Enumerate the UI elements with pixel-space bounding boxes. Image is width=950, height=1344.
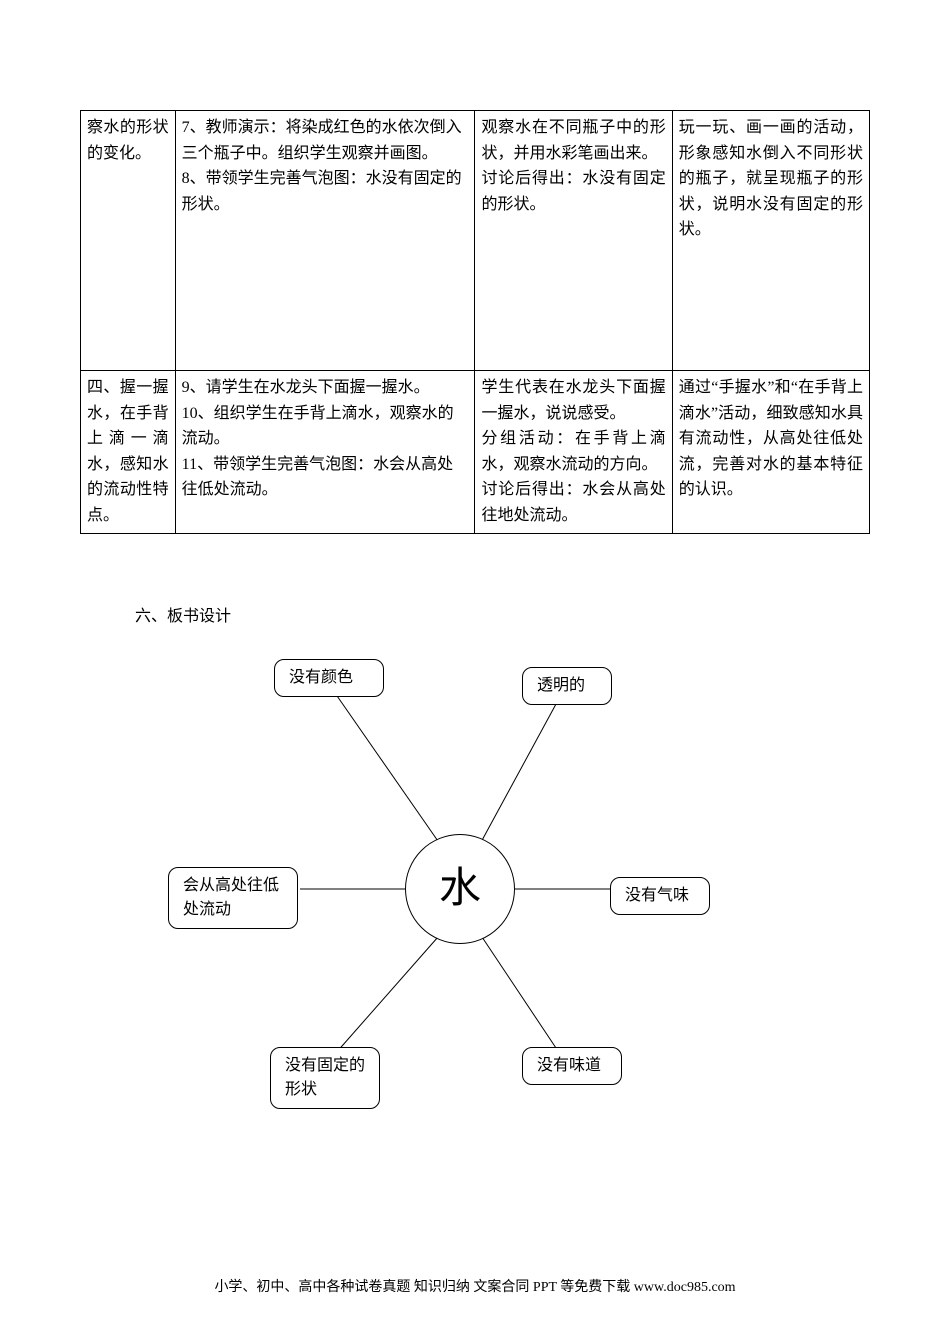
- cell: 四、握一握水，在手背上滴一滴水，感知水的流动性特点。: [81, 371, 176, 534]
- node-no-smell: 没有气味: [610, 877, 710, 915]
- node-label: 没有味道: [537, 1057, 601, 1074]
- lesson-table: 察水的形状的变化。 7、教师演示：将染成红色的水依次倒入三个瓶子中。组织学生观察…: [80, 110, 870, 534]
- node-label: 没有气味: [625, 887, 689, 904]
- cell: 学生代表在水龙头下面握一握水，说说感受。分组活动：在手背上滴水，观察水流动的方向…: [475, 371, 672, 534]
- cell: 观察水在不同瓶子中的形状，并用水彩笔画出来。讨论后得出：水没有固定的形状。: [475, 111, 672, 371]
- node-flow: 会从高处往低处流动: [168, 867, 298, 929]
- cell: 察水的形状的变化。: [81, 111, 176, 371]
- table-row: 四、握一握水，在手背上滴一滴水，感知水的流动性特点。 9、请学生在水龙头下面握一…: [81, 371, 870, 534]
- cell: 通过“手握水”和“在手背上滴水”活动，细致感知水具有流动性，从高处往低处流，完善…: [672, 371, 869, 534]
- cell: 9、请学生在水龙头下面握一握水。10、组织学生在手背上滴水，观察水的流动。11、…: [175, 371, 475, 534]
- center-label: 水: [439, 856, 481, 923]
- page-footer: 小学、初中、高中各种试卷真题 知识归纳 文案合同 PPT 等免费下载 www.d…: [80, 1277, 870, 1299]
- table-row: 察水的形状的变化。 7、教师演示：将染成红色的水依次倒入三个瓶子中。组织学生观察…: [81, 111, 870, 371]
- bubble-diagram: 水 没有颜色 透明的 会从高处往低处流动 没有气味 没有固定的形状 没有味道: [140, 649, 740, 1119]
- center-node: 水: [405, 834, 515, 944]
- node-label: 没有固定的形状: [285, 1057, 365, 1098]
- node-label: 透明的: [537, 677, 585, 694]
- node-no-color: 没有颜色: [274, 659, 384, 697]
- section-title: 六、板书设计: [135, 604, 870, 630]
- node-label: 会从高处往低处流动: [183, 877, 279, 918]
- cell: 玩一玩、画一画的活动，形象感知水倒入不同形状的瓶子，就呈现瓶子的形状，说明水没有…: [672, 111, 869, 371]
- node-transparent: 透明的: [522, 667, 612, 705]
- cell: 7、教师演示：将染成红色的水依次倒入三个瓶子中。组织学生观察并画图。8、带领学生…: [175, 111, 475, 371]
- node-no-shape: 没有固定的形状: [270, 1047, 380, 1109]
- node-no-taste: 没有味道: [522, 1047, 622, 1085]
- node-label: 没有颜色: [289, 669, 353, 686]
